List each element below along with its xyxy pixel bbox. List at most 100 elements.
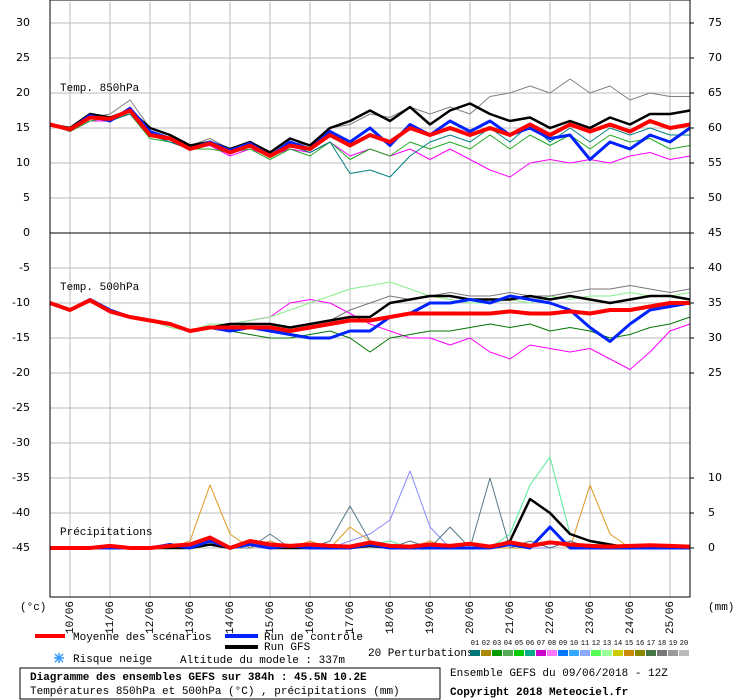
series-line: [49, 298, 690, 333]
y-tick-label: -10: [12, 296, 30, 309]
y2-tick-label: 40: [708, 261, 722, 274]
perturbation-id: 01: [471, 640, 479, 648]
perturbation-swatch: [470, 650, 480, 656]
perturbation-swatch: [602, 650, 612, 656]
y2-tick-label: 45: [708, 226, 722, 239]
perturbation-id: 08: [548, 640, 556, 648]
perturbation-swatch: [591, 650, 601, 656]
perturbation-id: 11: [581, 640, 589, 648]
perturbation-swatch: [635, 650, 645, 656]
perturbation-id: 12: [592, 640, 600, 648]
x-tick-label: 12/06: [145, 601, 157, 634]
perturbation-label: 20 Perturbations: [368, 648, 474, 660]
y2-tick-label: 50: [708, 191, 722, 204]
y2-tick-label: 0: [708, 541, 715, 554]
x-tick-label: 18/06: [385, 601, 397, 634]
perturbation-id: 16: [636, 640, 644, 648]
y-tick-label: 25: [16, 51, 30, 64]
y-tick-label: -20: [12, 366, 30, 379]
x-tick-label: 20/06: [465, 601, 477, 634]
y2-tick-label: 75: [708, 16, 722, 29]
perturbation-id: 09: [559, 640, 567, 648]
x-tick-label: 11/06: [105, 601, 117, 634]
panel-label: Temp. 500hPa: [60, 282, 140, 294]
perturbation-swatch: [624, 650, 634, 656]
legend-label: Run GFS: [264, 642, 311, 654]
x-tick-label: 16/06: [305, 601, 317, 634]
perturbation-id: 07: [537, 640, 545, 648]
plot-area: [49, 0, 694, 598]
series-line: [49, 106, 691, 161]
y2-tick-label: 10: [708, 471, 722, 484]
info-title: Diagramme des ensembles GEFS sur 384h : …: [30, 672, 367, 684]
perturbation-swatch: [569, 650, 579, 656]
perturbation-swatch: [657, 650, 667, 656]
legend-label: Moyenne des scénarios: [73, 632, 212, 644]
y-tick-label: 0: [23, 226, 30, 239]
perturbation-id: 06: [526, 640, 534, 648]
y-tick-label: 10: [16, 156, 30, 169]
y-tick-label: -5: [19, 261, 30, 274]
perturbation-id: 19: [669, 640, 677, 648]
altitude: Altitude du modele : 337m: [180, 655, 345, 667]
series-line: [49, 102, 691, 154]
perturbation-swatch: [503, 650, 513, 656]
series-line: [50, 535, 691, 550]
perturbation-id: 03: [493, 640, 501, 648]
perturbation-swatch: [679, 650, 689, 656]
perturbation-swatch: [613, 650, 623, 656]
y2-tick-label: 35: [708, 296, 722, 309]
y2-axis-unit: (mm): [708, 602, 734, 614]
x-tick-label: 14/06: [225, 601, 237, 634]
x-tick-label: 23/06: [585, 601, 597, 634]
snow-label: Risque neige: [73, 654, 152, 666]
y-tick-label: -15: [12, 331, 30, 344]
panel-label: Temp. 850hPa: [60, 83, 140, 95]
perturbation-swatch: [580, 650, 590, 656]
x-tick-label: 10/06: [65, 601, 77, 634]
perturbation-swatch: [558, 650, 568, 656]
series-line: [49, 113, 691, 160]
y-tick-label: -35: [12, 471, 30, 484]
perturbation-swatch: [481, 650, 491, 656]
x-tick-label: 15/06: [265, 601, 277, 634]
panel-frame: [49, 232, 691, 598]
y-tick-label: -25: [12, 401, 30, 414]
y2-tick-label: 60: [708, 121, 722, 134]
perturbation-swatch: [646, 650, 656, 656]
y-tick-label: -45: [12, 541, 30, 554]
y2-tick-label: 25: [708, 366, 722, 379]
perturbation-id: 02: [482, 640, 490, 648]
y-tick-label: 30: [16, 16, 30, 29]
perturbation-id: 05: [515, 640, 523, 648]
panel-label: Précipitations: [60, 527, 152, 539]
x-tick-label: 25/06: [665, 601, 677, 634]
y-tick-label: 15: [16, 121, 30, 134]
run-info: Ensemble GEFS du 09/06/2018 - 12Z: [450, 668, 668, 680]
info-subtitle: Températures 850hPa et 500hPa (°C) , pré…: [30, 686, 400, 698]
perturbation-swatch: [668, 650, 678, 656]
x-tick-label: 17/06: [345, 601, 357, 634]
perturbation-id: 14: [614, 640, 622, 648]
perturbation-id: 04: [504, 640, 512, 648]
x-tick-label: 24/06: [625, 601, 637, 634]
y2-tick-label: 55: [708, 156, 722, 169]
x-tick-label: 22/06: [545, 601, 557, 634]
perturbation-id: 20: [680, 640, 688, 648]
info-box: [19, 667, 441, 700]
y-axis-unit: (°c): [20, 602, 46, 614]
series-line: [49, 108, 691, 158]
x-tick-label: 13/06: [185, 601, 197, 634]
perturbation-swatch: [514, 650, 524, 656]
perturbation-swatch: [492, 650, 502, 656]
x-tick-label: 19/06: [425, 601, 437, 634]
perturbation-swatch: [525, 650, 535, 656]
y-tick-label: -30: [12, 436, 30, 449]
perturbation-swatch: [547, 650, 557, 656]
copyright: Copyright 2018 Meteociel.fr: [450, 687, 628, 699]
y2-tick-label: 5: [708, 506, 715, 519]
y-tick-label: 20: [16, 86, 30, 99]
snow-icon: [54, 653, 64, 663]
